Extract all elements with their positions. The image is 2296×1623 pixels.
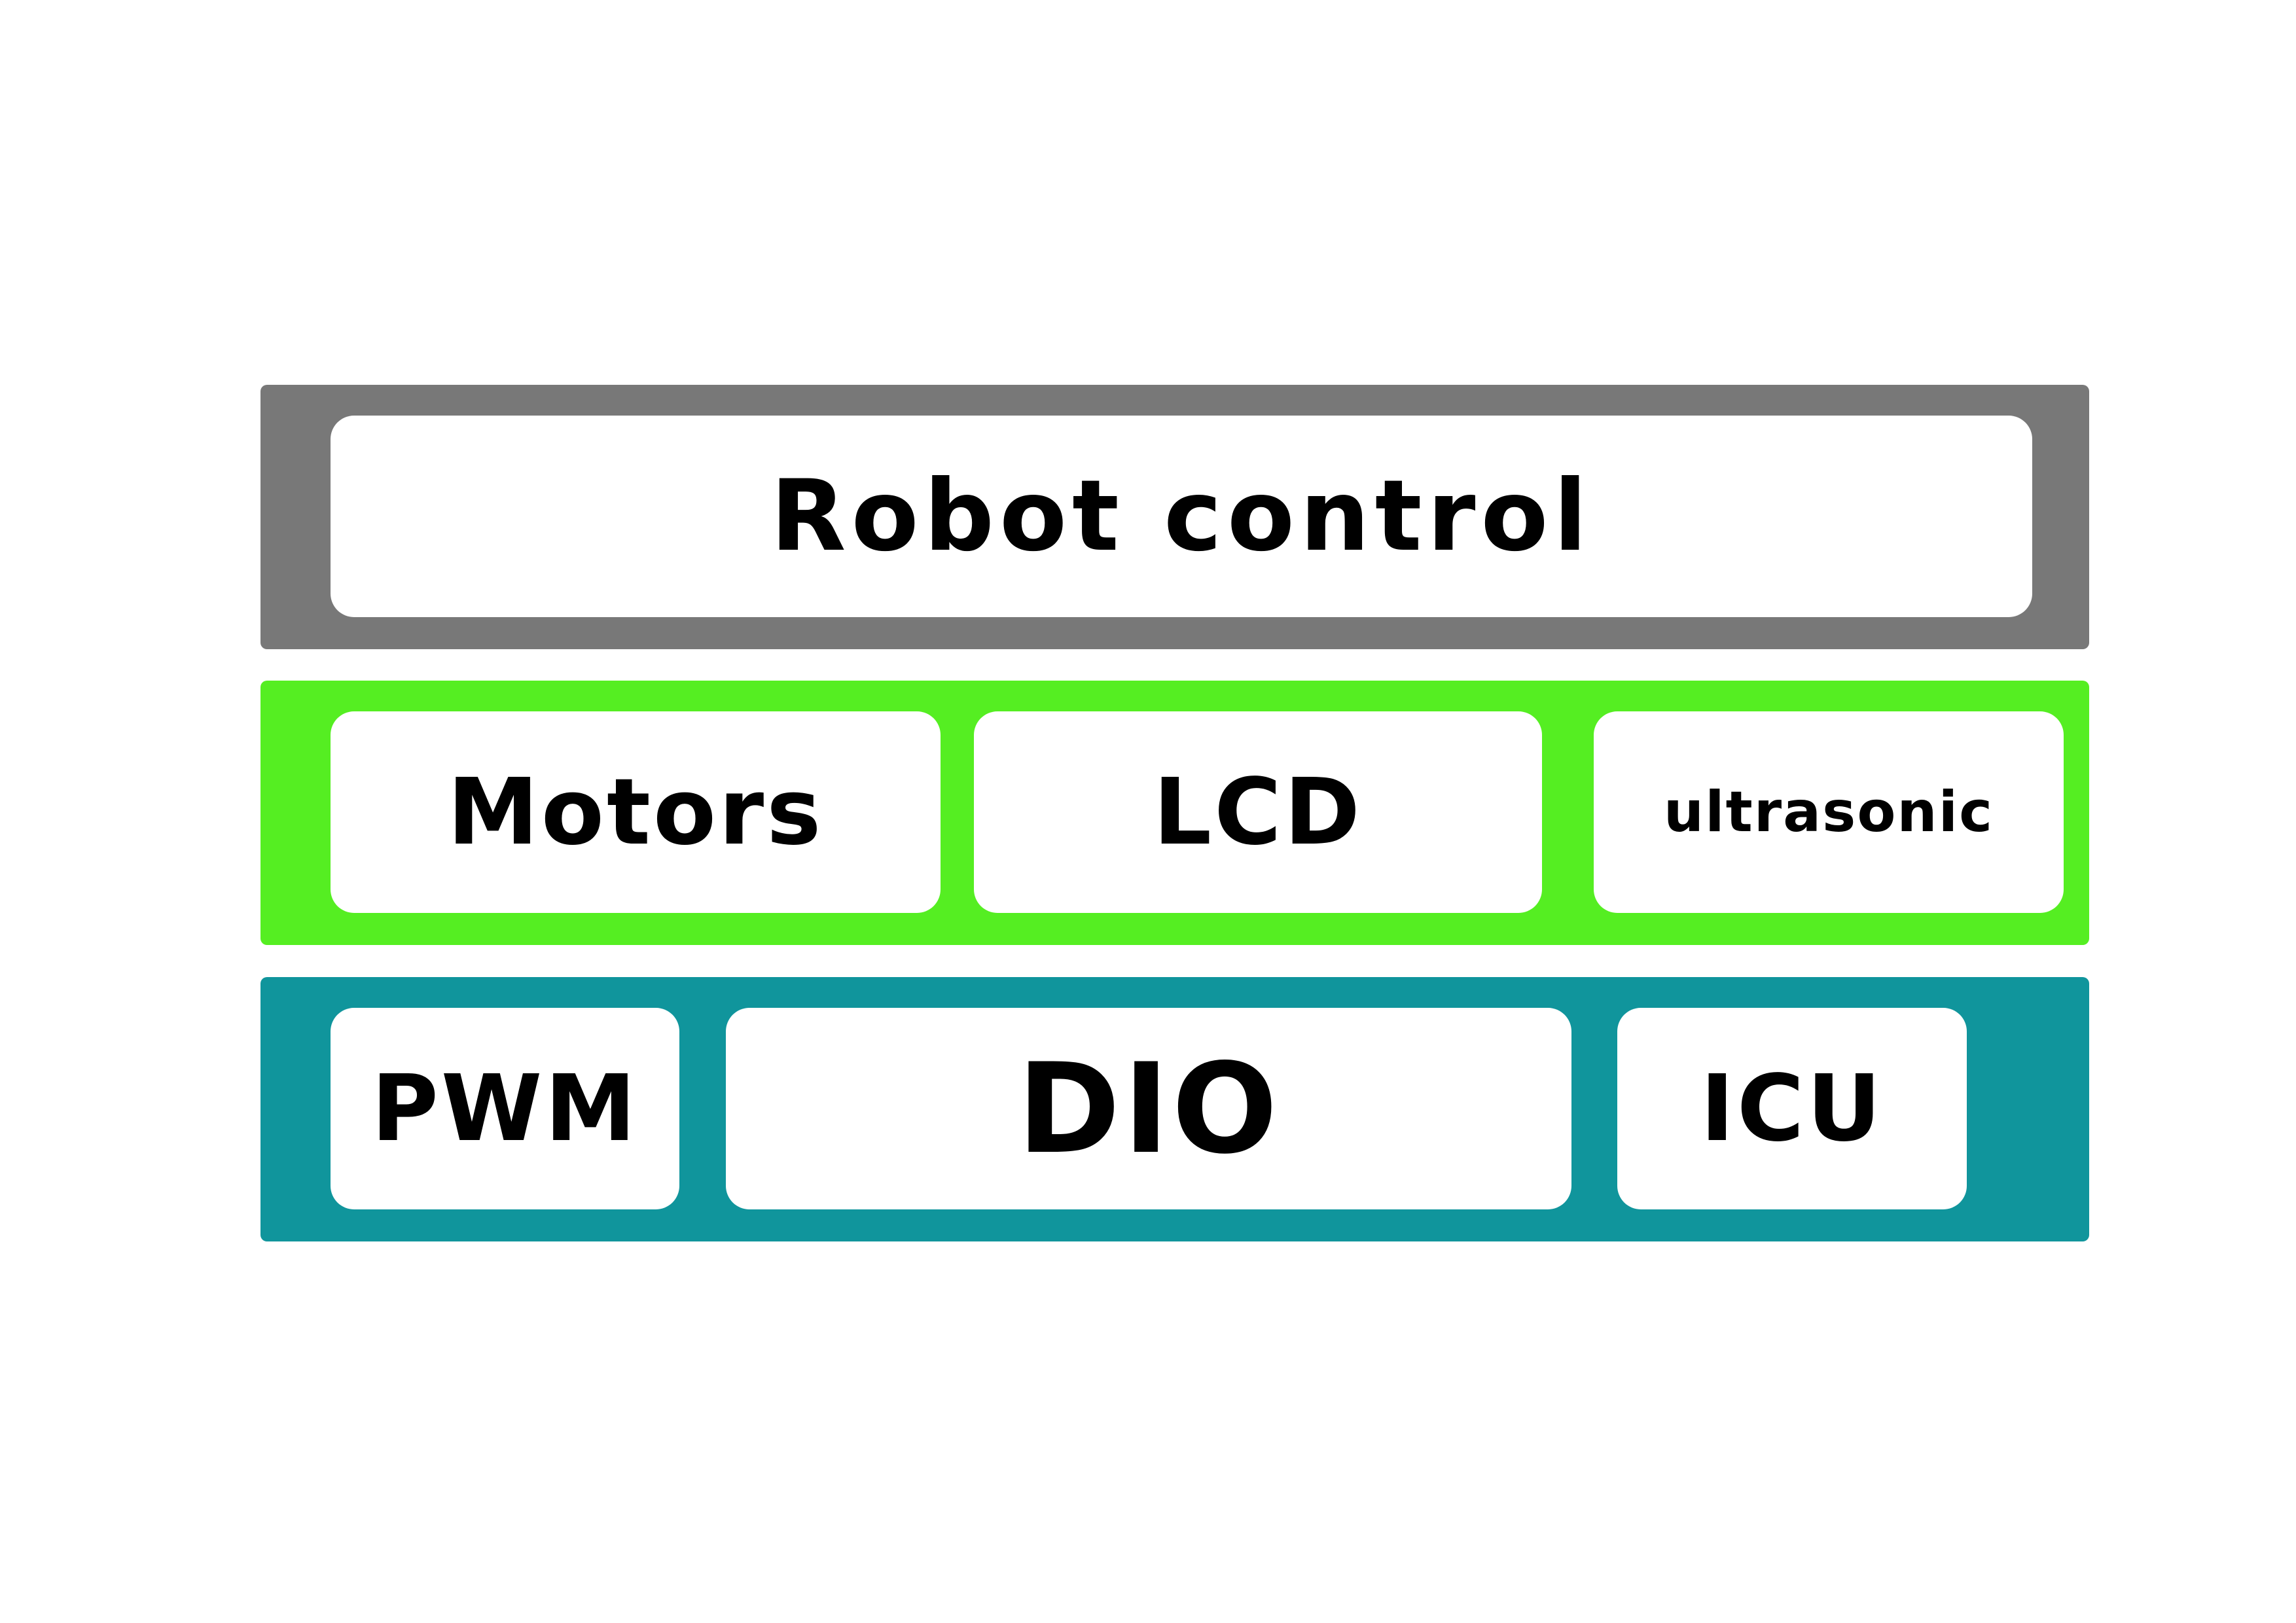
module-label-dio: DIO	[1017, 1036, 1280, 1181]
module-lcd: LCD	[974, 711, 1542, 913]
module-label-lcd: LCD	[1153, 758, 1363, 866]
layer-application: Robot control	[260, 385, 2089, 649]
module-icu: ICU	[1617, 1008, 1967, 1209]
module-pwm: PWM	[331, 1008, 679, 1209]
module-robot-control: Robot control	[331, 416, 2032, 617]
module-label-icu: ICU	[1700, 1055, 1884, 1162]
module-motors: Motors	[331, 711, 941, 913]
module-ultrasonic: ultrasonic	[1594, 711, 2064, 913]
layer-hal: Motors LCD ultrasonic	[260, 681, 2089, 945]
module-dio: DIO	[726, 1008, 1571, 1209]
module-label-ultrasonic: ultrasonic	[1663, 779, 1994, 845]
module-label-motors: Motors	[447, 758, 824, 866]
module-label-pwm: PWM	[371, 1055, 639, 1162]
module-label-robot-control: Robot control	[770, 459, 1592, 573]
layer-mcal: PWM DIO ICU	[260, 977, 2089, 1241]
